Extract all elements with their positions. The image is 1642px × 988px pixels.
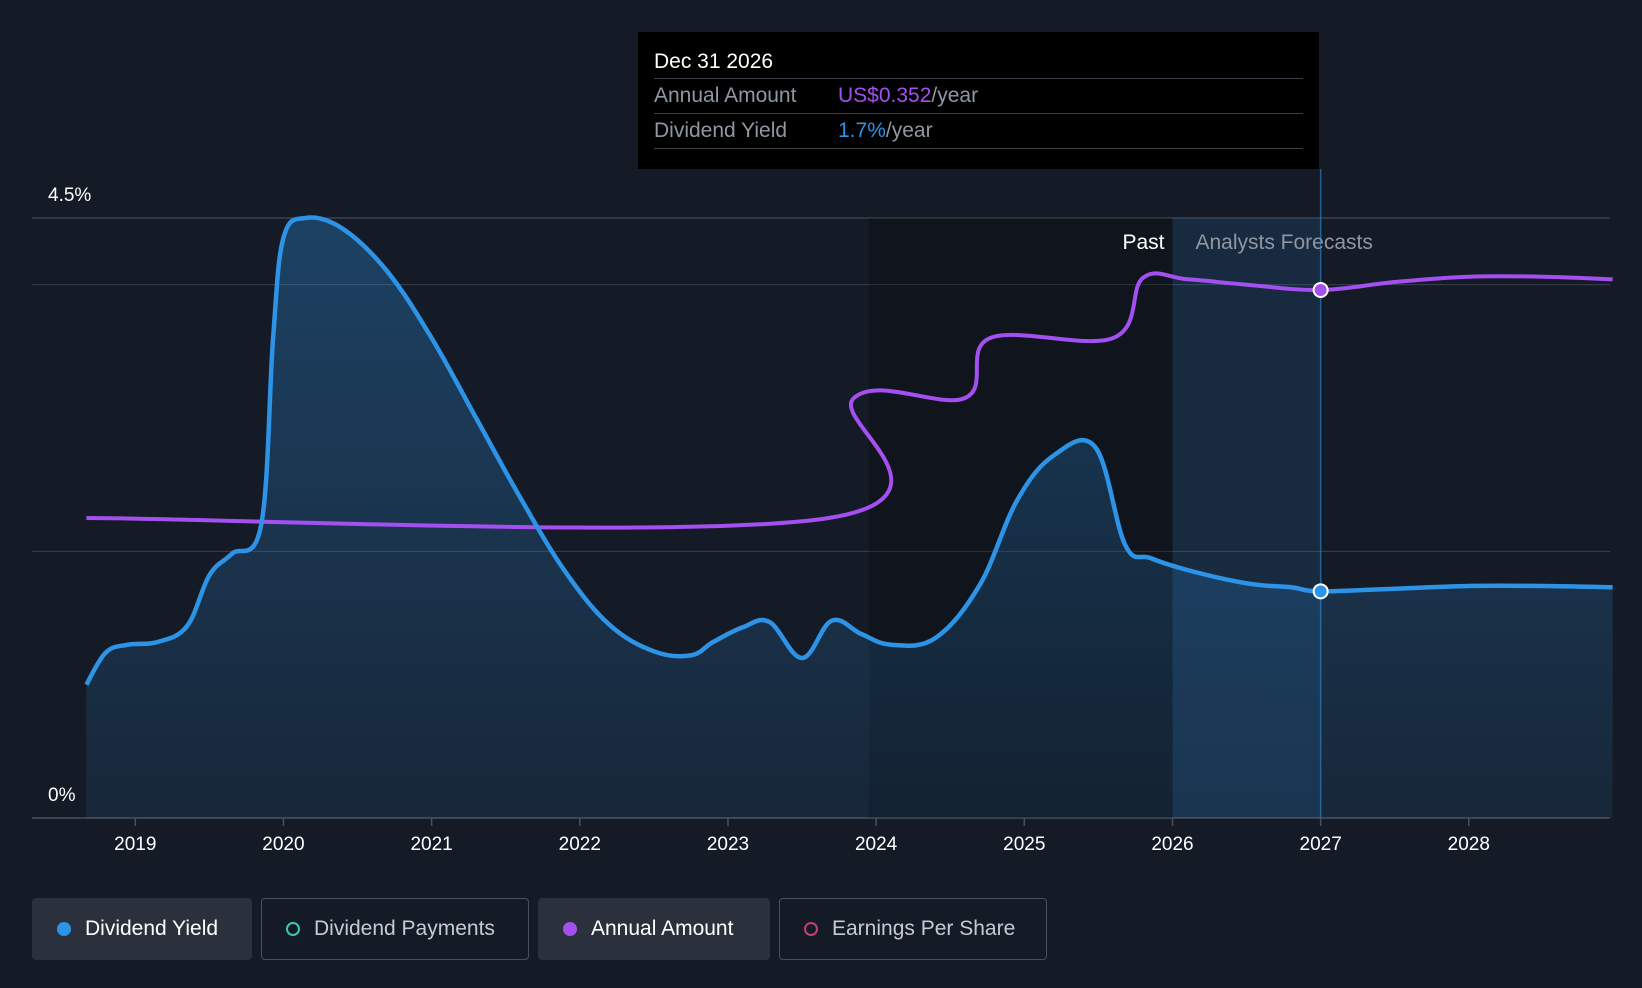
- tooltip-value: US$0.352: [838, 84, 932, 107]
- tooltip-date: Dec 31 2026: [654, 46, 1303, 79]
- chart-legend: Dividend Yield Dividend Payments Annual …: [32, 898, 1047, 960]
- x-tick-label: 2022: [559, 834, 601, 855]
- tooltip-label: Annual Amount: [654, 84, 797, 107]
- earnings-per-share-ring-icon: [804, 922, 818, 936]
- past-label: Past: [1122, 231, 1164, 254]
- forecast-label: Analysts Forecasts: [1195, 231, 1372, 254]
- legend-dividend-payments-button[interactable]: Dividend Payments: [261, 898, 529, 960]
- annual-amount-dot-icon: [563, 922, 577, 936]
- dividend-yield-line: [84, 215, 1613, 686]
- tooltip-label: Dividend Yield: [654, 119, 788, 142]
- legend-label: Earnings Per Share: [832, 917, 1016, 940]
- dividend-chart: 4.5% 0% Past Analysts Forecasts 2019 2020…: [32, 169, 1613, 855]
- series-layer: [84, 215, 1613, 818]
- legend-label: Dividend Yield: [85, 917, 219, 940]
- legend-label: Annual Amount: [591, 917, 734, 940]
- tooltip-row-annual-amount: Annual Amount US$0.352 /year: [654, 79, 1303, 114]
- x-tick-label: 2020: [262, 834, 304, 855]
- x-tick-label: 2027: [1300, 834, 1342, 855]
- x-tick-label: 2028: [1448, 834, 1490, 855]
- x-tick-label: 2025: [1003, 834, 1045, 855]
- tooltip-unit: /year: [931, 84, 979, 107]
- dividend-payments-ring-icon: [286, 922, 300, 936]
- legend-label: Dividend Payments: [314, 917, 495, 940]
- y-axis-bottom-label: 0%: [48, 785, 76, 806]
- dividend-yield-area: [86, 217, 1613, 818]
- hover-markers: [1312, 169, 1329, 818]
- dividend-yield-dot-icon: [57, 922, 71, 936]
- legend-annual-amount-button[interactable]: Annual Amount: [538, 898, 770, 960]
- x-tick-label: 2019: [114, 834, 156, 855]
- legend-earnings-per-share-button[interactable]: Earnings Per Share: [779, 898, 1047, 960]
- dividend-yield-marker: [1312, 583, 1329, 600]
- legend-dividend-yield-button[interactable]: Dividend Yield: [32, 898, 252, 960]
- x-tick-label: 2021: [410, 834, 452, 855]
- annual-amount-marker: [1312, 282, 1329, 298]
- y-axis-top-label: 4.5%: [48, 185, 91, 206]
- x-tick-label: 2026: [1151, 834, 1193, 855]
- x-tick-label: 2023: [707, 834, 749, 855]
- tooltip-value: 1.7%: [838, 119, 886, 142]
- x-tick-label: 2024: [855, 834, 898, 855]
- tooltip-unit: /year: [885, 119, 933, 142]
- chart-tooltip: Dec 31 2026 Annual Amount US$0.352 /year…: [638, 32, 1319, 169]
- tooltip-row-dividend-yield: Dividend Yield 1.7% /year: [654, 114, 1303, 149]
- x-axis: 2019 2020 2021 2022 2023 2024 2025 2026 2027 2028: [114, 818, 1490, 855]
- annual-amount-line: [86, 271, 1613, 530]
